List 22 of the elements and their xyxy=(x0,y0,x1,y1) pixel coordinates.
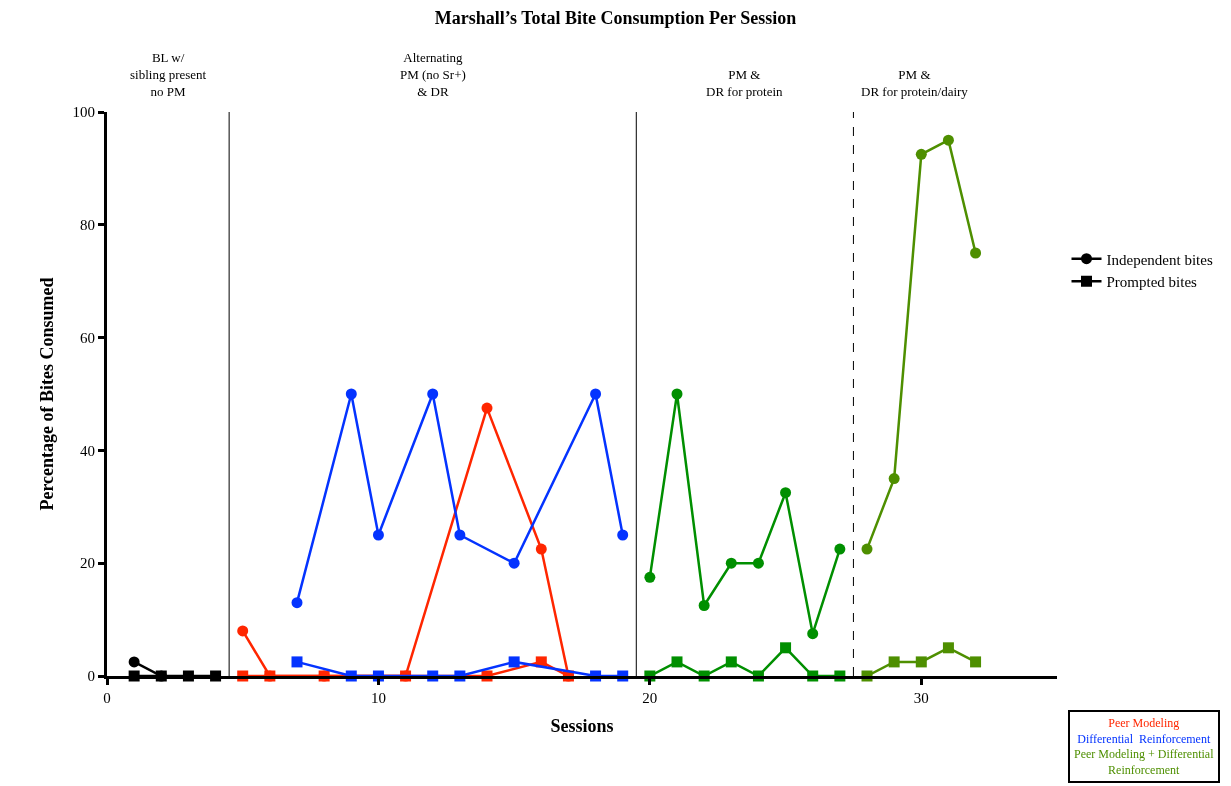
y-tick-label: 80 xyxy=(80,217,95,234)
text: Peer Modeling + Differential Reinforcement xyxy=(1074,747,1215,777)
x-tick-label: 10 xyxy=(370,690,386,706)
y-tick-label: 0 xyxy=(87,668,95,685)
y-tick-label: 40 xyxy=(80,442,95,459)
y-tick-label: 100 xyxy=(72,104,95,121)
chart-title: Marshall’s Total Bite Consumption Per Session xyxy=(434,8,797,29)
legend-label: Prompted bites xyxy=(1106,274,1198,291)
y-axis-title: Percentage of Bites Consumed xyxy=(36,277,57,511)
x-tick-label: 0 xyxy=(103,690,111,706)
text: Alternating PM (no Sr+) & DR xyxy=(400,50,466,99)
text: PM & DR for protein xyxy=(706,67,784,99)
text: Differential Reinforcement xyxy=(1077,731,1211,746)
x-tick-label: 30 xyxy=(913,690,929,706)
text: PM & DR for protein/dairy xyxy=(861,67,969,99)
x-axis-title: Sessions xyxy=(550,716,614,737)
legend-label: Independent bites xyxy=(1106,251,1213,268)
text: BL w/ sibling present no PM xyxy=(130,50,207,99)
text: Peer Modeling xyxy=(1108,716,1180,730)
y-tick-label: 60 xyxy=(80,329,95,346)
x-tick-label: 20 xyxy=(642,690,658,706)
y-tick-label: 20 xyxy=(80,555,95,572)
